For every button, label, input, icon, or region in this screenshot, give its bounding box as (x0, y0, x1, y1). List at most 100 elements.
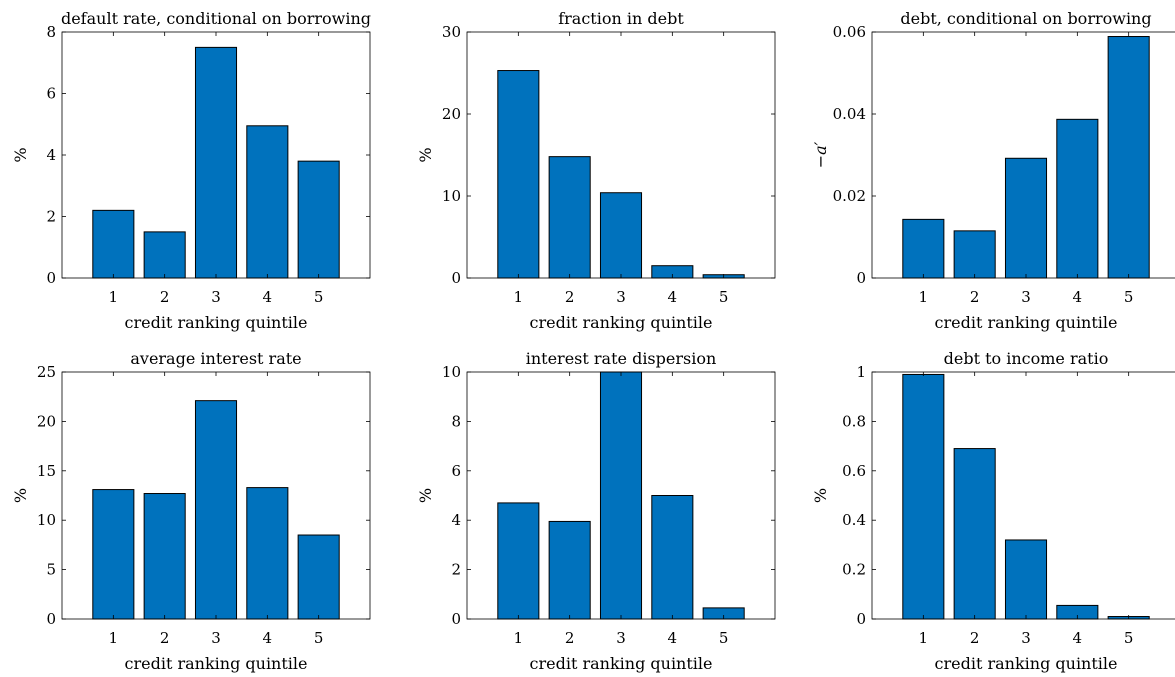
x-axis-label: credit ranking quintile (125, 654, 308, 673)
bar-q3 (194, 46, 238, 279)
x-axis-label: credit ranking quintile (935, 313, 1118, 332)
bar-q1 (902, 373, 945, 620)
y-axis-label: −a′ (811, 141, 830, 168)
bar-q4 (1056, 118, 1099, 279)
xtick-label: 2 (160, 288, 170, 306)
bar-q1 (902, 218, 945, 279)
bar-q4 (246, 487, 289, 620)
chart-panel-3: 0 0.02 0.04 0.06 1 2 3 4 5 debt, conditional on b… (811, 9, 1175, 332)
chart-panel-6: 0 0.2 0.4 0.6 0.8 1 1 2 3 4 5 debt to income ratio c… (811, 349, 1175, 673)
chart-title: default rate, conditional on borrowing (61, 9, 371, 28)
ytick-label: 0.04 (833, 105, 866, 123)
x-axis-label: credit ranking quintile (530, 654, 713, 673)
bar-q4 (651, 495, 694, 620)
y-axis-label: % (416, 147, 435, 162)
ytick-label: 20 (37, 412, 56, 430)
xtick-label: 2 (565, 629, 575, 647)
xtick-label: 5 (719, 288, 729, 306)
xtick-label: 2 (970, 629, 980, 647)
xtick-label: 3 (1021, 629, 1031, 647)
x-axis-label: credit ranking quintile (125, 313, 308, 332)
ytick-label: 0.06 (833, 23, 866, 41)
x-axis-label: credit ranking quintile (935, 654, 1118, 673)
xtick-label: 3 (616, 288, 626, 306)
bar-q3 (599, 192, 643, 279)
ytick-label: 25 (37, 363, 56, 381)
bar-q3 (599, 371, 643, 620)
chart-panel-2: 0 10 20 30 1 2 3 4 5 fraction in debt credit ranki… (416, 9, 776, 332)
ytick-label: 2 (451, 561, 461, 579)
bar-q3 (1004, 539, 1048, 620)
ytick-label: 0 (451, 269, 461, 287)
x-axis-label: credit ranking quintile (530, 313, 713, 332)
ytick-label: 10 (442, 187, 461, 205)
ytick-label: 15 (37, 462, 56, 480)
bar-q1 (497, 502, 540, 620)
xtick-label: 3 (616, 629, 626, 647)
xtick-label: 1 (514, 629, 524, 647)
xtick-label: 3 (211, 288, 221, 306)
bar-q3 (194, 400, 238, 620)
bar-q5 (1107, 36, 1150, 279)
xtick-label: 4 (1073, 288, 1083, 306)
bar-q2 (548, 156, 591, 279)
ytick-label: 0 (46, 610, 56, 628)
ytick-label: 8 (46, 23, 56, 41)
xtick-label: 2 (970, 288, 980, 306)
ytick-label: 4 (451, 511, 461, 529)
xtick-label: 3 (211, 629, 221, 647)
xtick-label: 4 (668, 629, 678, 647)
ytick-label: 0 (856, 269, 866, 287)
y-axis-label: % (811, 488, 830, 503)
xtick-label: 1 (109, 288, 119, 306)
bar-q2 (143, 231, 186, 279)
ytick-label: 0.6 (842, 462, 866, 480)
xtick-label: 5 (1124, 288, 1134, 306)
ytick-label: 0.2 (842, 561, 866, 579)
ytick-label: 0.4 (842, 511, 866, 529)
ytick-label: 0.8 (842, 412, 866, 430)
chart-title: average interest rate (130, 349, 301, 368)
bar-q4 (246, 125, 289, 279)
chart-title: fraction in debt (558, 9, 684, 28)
bar-q1 (92, 209, 135, 279)
xtick-label: 1 (919, 629, 929, 647)
y-axis-label: % (11, 488, 30, 503)
ytick-label: 20 (442, 105, 461, 123)
ytick-label: 6 (451, 462, 461, 480)
ytick-label: 1 (856, 363, 866, 381)
xtick-label: 4 (263, 629, 273, 647)
xtick-label: 4 (668, 288, 678, 306)
xtick-label: 2 (160, 629, 170, 647)
ytick-label: 0 (451, 610, 461, 628)
ytick-label: 0.02 (833, 187, 866, 205)
chart-title: interest rate dispersion (526, 349, 717, 368)
ytick-label: 10 (442, 363, 461, 381)
ytick-label: 2 (46, 208, 56, 226)
ytick-label: 4 (46, 146, 56, 164)
xtick-label: 1 (109, 629, 119, 647)
xtick-label: 5 (719, 629, 729, 647)
y-axis-label: % (416, 488, 435, 503)
xtick-label: 4 (1073, 629, 1083, 647)
bar-q2 (953, 448, 996, 620)
ytick-label: 30 (442, 23, 461, 41)
chart-title: debt, conditional on borrowing (900, 9, 1151, 28)
bar-q5 (297, 534, 340, 620)
xtick-label: 3 (1021, 288, 1031, 306)
chart-panel-1: 0 2 4 6 8 1 2 3 4 5 default rate, conditional on b… (11, 9, 371, 332)
bar-q1 (497, 70, 540, 279)
chart-panel-4: 0 5 10 15 20 25 1 2 3 4 5 average interest rate cred… (11, 349, 371, 673)
xtick-label: 2 (565, 288, 575, 306)
ytick-label: 10 (37, 511, 56, 529)
chart-title: debt to income ratio (944, 349, 1109, 368)
bar-q2 (143, 493, 186, 620)
bar-q2 (548, 520, 591, 620)
ytick-label: 6 (46, 85, 56, 103)
xtick-label: 5 (1124, 629, 1134, 647)
bar-q1 (92, 489, 135, 620)
xtick-label: 5 (314, 288, 324, 306)
ytick-label: 0 (46, 269, 56, 287)
